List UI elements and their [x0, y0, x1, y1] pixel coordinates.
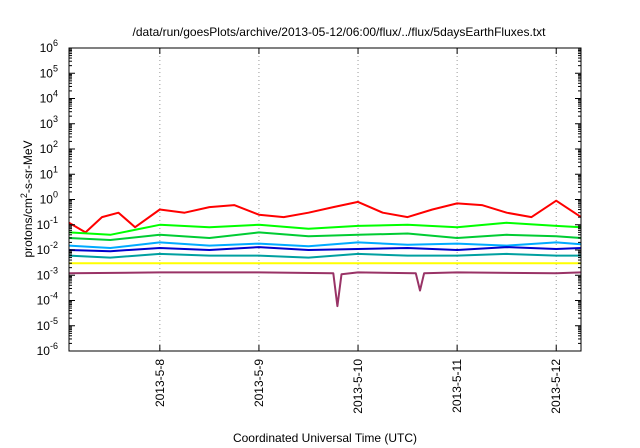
- x-tick-label-4: 2013-5-12: [549, 359, 563, 414]
- x-axis: 2013-5-8 2013-5-9 2013-5-10 2013-5-11 2013-5…: [153, 48, 563, 414]
- y-tick-label-2: 104: [40, 89, 58, 106]
- y-tick-label-base: 10: [37, 319, 51, 333]
- y-tick-label-exp: 6: [53, 38, 58, 48]
- y-tick-label-base: 10: [40, 117, 54, 131]
- y-tick-label-base: 10: [37, 294, 51, 308]
- y-axis-label-suffix: -s-sr-MeV: [21, 140, 35, 193]
- x-tick-label-0: 2013-5-8: [153, 359, 167, 407]
- y-tick-label-exp: 0: [53, 190, 58, 200]
- series-group: [68, 199, 582, 308]
- y-tick-label-exp: -3: [50, 265, 58, 275]
- y-tick-label-base: 10: [40, 66, 54, 80]
- y-tick-label-base: 10: [37, 218, 51, 232]
- y-tick-label-3: 103: [40, 114, 58, 131]
- y-tick-label-base: 10: [40, 193, 54, 207]
- y-tick-label-7: 10-1: [37, 215, 58, 232]
- y-tick-label-1: 105: [40, 63, 58, 80]
- y-tick-label-4: 102: [40, 139, 58, 156]
- series-line-7: [68, 271, 582, 308]
- y-tick-label-base: 10: [37, 344, 51, 358]
- y-axis-label-sup: 2: [19, 193, 29, 198]
- series-line-4: [68, 246, 582, 253]
- series-line-1: [68, 221, 582, 236]
- y-tick-label-exp: 3: [53, 114, 58, 124]
- series-line-3: [68, 241, 582, 249]
- y-tick-label-exp: 4: [53, 89, 58, 99]
- y-axis: 10610510410310210110010-110-210-310-410-…: [37, 38, 581, 358]
- y-axis-label: protons/cm2-s-sr-MeV: [19, 140, 35, 257]
- y-tick-label-exp: 5: [53, 63, 58, 73]
- grid-lines: [159, 48, 557, 351]
- y-tick-label-base: 10: [40, 167, 54, 181]
- y-tick-label-9: 10-3: [37, 265, 58, 282]
- y-tick-label-base: 10: [40, 92, 54, 106]
- y-axis-label-prefix: protons/cm: [21, 198, 35, 257]
- series-line-2: [68, 231, 582, 241]
- x-tick-label-3: 2013-5-11: [450, 359, 464, 413]
- series-line-5: [68, 252, 581, 259]
- y-tick-label-base: 10: [40, 41, 54, 55]
- y-tick-label-exp: -2: [50, 240, 58, 250]
- y-tick-label-base: 10: [37, 268, 51, 282]
- y-tick-label-0: 106: [40, 38, 58, 55]
- y-tick-label-8: 10-2: [37, 240, 58, 257]
- chart-title: /data/run/goesPlots/archive/2013-05-12/0…: [133, 25, 547, 39]
- x-tick-label-2: 2013-5-10: [351, 359, 365, 414]
- y-tick-label-12: 10-6: [37, 341, 58, 358]
- plot-frame: [68, 47, 582, 352]
- y-tick-label-exp: -5: [50, 316, 58, 326]
- y-tick-label-exp: 1: [53, 164, 58, 174]
- x-axis-label: Coordinated Universal Time (UTC): [233, 431, 417, 445]
- y-tick-label-5: 101: [40, 164, 58, 181]
- y-tick-label-11: 10-5: [37, 316, 58, 333]
- y-tick-label-exp: 2: [53, 139, 58, 149]
- y-tick-label-base: 10: [40, 142, 54, 156]
- x-tick-label-1: 2013-5-9: [252, 359, 266, 407]
- y-tick-label-6: 100: [40, 190, 58, 207]
- y-tick-label-exp: -1: [50, 215, 58, 225]
- y-tick-label-10: 10-4: [37, 291, 58, 308]
- y-tick-label-exp: -6: [50, 341, 58, 351]
- y-tick-label-base: 10: [37, 243, 51, 257]
- series-line-0: [68, 199, 582, 234]
- y-tick-label-exp: -4: [50, 291, 58, 301]
